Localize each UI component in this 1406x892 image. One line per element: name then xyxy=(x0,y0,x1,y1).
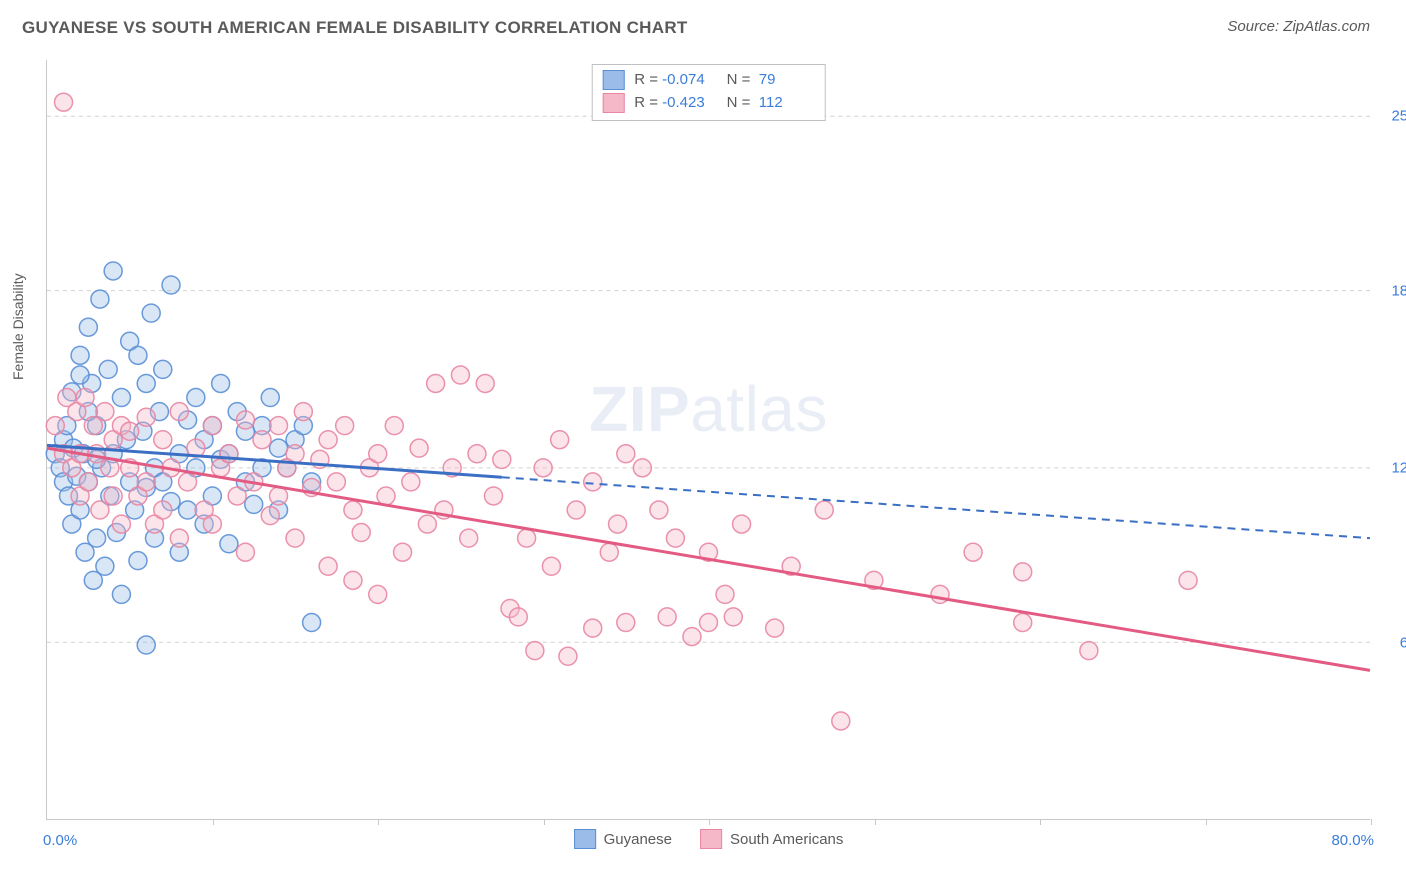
legend-swatch xyxy=(602,93,624,113)
series-legend-item: Guyanese xyxy=(574,829,672,849)
stats-legend: R = -0.074 N = 79R = -0.423 N = 112 xyxy=(591,64,826,121)
x-tick-label: 80.0% xyxy=(1331,832,1374,849)
x-tick-mark xyxy=(1206,819,1207,825)
y-tick-label: 25.0% xyxy=(1391,108,1406,125)
x-tick-mark xyxy=(378,819,379,825)
y-axis-label: Female Disability xyxy=(10,273,26,380)
x-tick-mark xyxy=(875,819,876,825)
legend-stat-text: R = -0.423 N = 112 xyxy=(634,92,811,115)
stats-legend-row: R = -0.423 N = 112 xyxy=(602,92,811,115)
stats-legend-row: R = -0.074 N = 79 xyxy=(602,69,811,92)
legend-swatch xyxy=(574,829,596,849)
chart-plot-box: ZIPatlas R = -0.074 N = 79R = -0.423 N =… xyxy=(46,60,1370,820)
scatter-plot-svg xyxy=(47,60,1370,819)
x-tick-mark xyxy=(709,819,710,825)
series-legend-item: South Americans xyxy=(700,829,843,849)
legend-swatch xyxy=(602,70,624,90)
legend-swatch xyxy=(700,829,722,849)
legend-stat-text: R = -0.074 N = 79 xyxy=(634,69,811,92)
series-legend: Guyanese South Americans xyxy=(574,829,844,849)
legend-label: Guyanese xyxy=(604,831,672,848)
chart-title: GUYANESE VS SOUTH AMERICAN FEMALE DISABI… xyxy=(22,18,688,38)
legend-label: South Americans xyxy=(730,831,843,848)
y-tick-label: 6.3% xyxy=(1400,634,1406,651)
source-attribution: Source: ZipAtlas.com xyxy=(1227,18,1370,35)
x-tick-mark xyxy=(1371,819,1372,825)
y-tick-label: 12.5% xyxy=(1391,460,1406,477)
x-tick-mark xyxy=(1040,819,1041,825)
x-tick-mark xyxy=(544,819,545,825)
x-tick-mark xyxy=(213,819,214,825)
y-tick-label: 18.8% xyxy=(1391,282,1406,299)
x-tick-label: 0.0% xyxy=(43,832,77,849)
